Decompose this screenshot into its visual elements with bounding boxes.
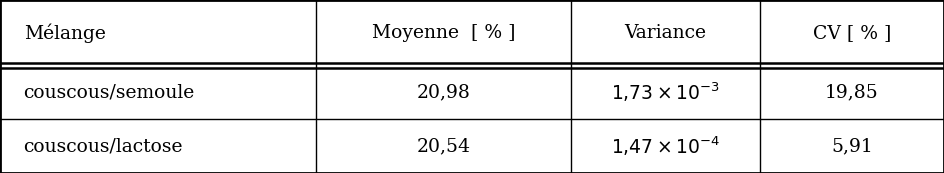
- Text: CV [ % ]: CV [ % ]: [813, 24, 891, 42]
- Text: Variance: Variance: [625, 24, 706, 42]
- Text: Mélange: Mélange: [24, 23, 106, 43]
- Text: 19,85: 19,85: [825, 84, 879, 102]
- Text: couscous/semoule: couscous/semoule: [24, 84, 194, 102]
- Text: 20,98: 20,98: [416, 84, 471, 102]
- Text: 20,54: 20,54: [416, 137, 471, 155]
- Text: couscous/lactose: couscous/lactose: [24, 137, 183, 155]
- Text: $1{,}73 \times 10^{-3}$: $1{,}73 \times 10^{-3}$: [611, 81, 720, 104]
- Text: 5,91: 5,91: [831, 137, 873, 155]
- Text: Moyenne  [ % ]: Moyenne [ % ]: [372, 24, 515, 42]
- Text: $1{,}47 \times 10^{-4}$: $1{,}47 \times 10^{-4}$: [611, 134, 720, 158]
